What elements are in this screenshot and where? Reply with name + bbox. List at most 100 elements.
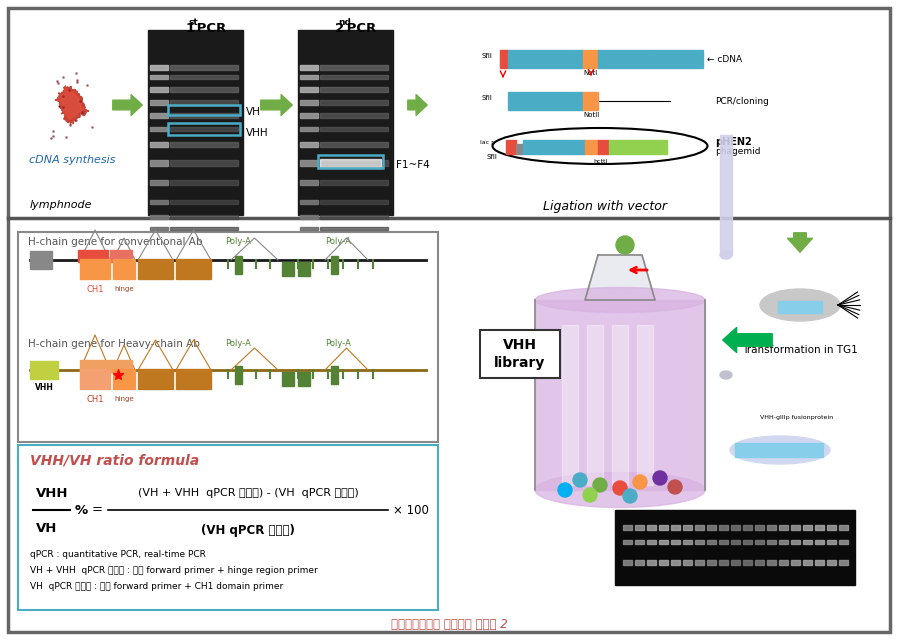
Text: VHH: VHH [503, 338, 537, 352]
Bar [791, 560, 800, 565]
Bar [282, 262, 294, 276]
Bar [731, 560, 740, 565]
Bar [671, 540, 680, 544]
Bar [176, 369, 211, 389]
Bar [168, 123, 240, 135]
Text: Transformation in TG1: Transformation in TG1 [742, 345, 858, 355]
Bar [18, 232, 438, 442]
Bar [609, 140, 667, 154]
Text: CH3: CH3 [184, 285, 202, 294]
Ellipse shape [535, 288, 705, 313]
Text: attract: attract [113, 369, 129, 374]
Text: PCR: PCR [341, 22, 375, 35]
Circle shape [653, 471, 667, 485]
Bar [506, 140, 516, 154]
Bar [623, 540, 632, 544]
Bar [110, 360, 132, 372]
Text: h: h [587, 97, 593, 106]
Text: VHH: VHH [533, 96, 557, 106]
Bar [695, 525, 704, 530]
Bar [300, 100, 318, 105]
Bar [791, 525, 800, 530]
Text: pHEN2: pHEN2 [715, 137, 752, 147]
Text: NotI: NotI [584, 70, 598, 76]
Bar [803, 560, 812, 565]
Bar [659, 525, 668, 530]
Bar [803, 525, 812, 530]
Text: sommo: sommo [80, 259, 98, 264]
Text: SfII: SfII [482, 95, 493, 101]
Circle shape [558, 483, 572, 497]
Bar [791, 540, 800, 544]
Bar [318, 155, 383, 168]
Bar [170, 127, 238, 131]
Bar [320, 142, 388, 147]
Bar [480, 330, 560, 378]
Text: lymphnode: lymphnode [30, 200, 92, 210]
Text: CH1: CH1 [86, 285, 104, 294]
Circle shape [593, 478, 607, 492]
Ellipse shape [730, 436, 830, 464]
Bar [320, 65, 388, 70]
Text: CH3: CH3 [668, 54, 688, 64]
Bar [731, 525, 740, 530]
Bar [300, 200, 318, 204]
Text: PCR: PCR [191, 22, 225, 35]
Text: st: st [189, 18, 198, 27]
Bar [170, 200, 238, 204]
Text: gIIIp M13: gIIIp M13 [621, 140, 656, 149]
Bar [331, 366, 338, 384]
Bar [80, 360, 110, 372]
Bar [298, 262, 310, 276]
Bar [516, 144, 523, 154]
Circle shape [573, 473, 587, 487]
Bar [150, 87, 168, 92]
Text: %: % [75, 503, 88, 517]
Bar [755, 560, 764, 565]
Text: Poly-A: Poly-A [325, 339, 351, 348]
Bar [320, 200, 388, 204]
Bar [320, 227, 388, 230]
Text: hcttl: hcttl [593, 159, 607, 164]
Bar [148, 30, 243, 215]
Bar [755, 540, 764, 544]
Bar [719, 540, 728, 544]
Bar [767, 560, 776, 565]
Bar [320, 113, 388, 118]
Bar [707, 560, 716, 565]
Bar [671, 560, 680, 565]
Text: VH: VH [34, 274, 48, 283]
Bar [170, 75, 238, 79]
Text: VHH-gIIIp fusionprotein: VHH-gIIIp fusionprotein [760, 415, 833, 420]
Bar [320, 75, 388, 79]
Text: H-chain gene for Heavy-chain Ab: H-chain gene for Heavy-chain Ab [28, 339, 200, 349]
Bar [598, 50, 653, 68]
Bar [110, 250, 132, 262]
Bar [839, 540, 848, 544]
Bar [707, 525, 716, 530]
Text: NotII: NotII [583, 112, 599, 118]
Text: hinge: hinge [114, 286, 134, 292]
Text: Poly-A: Poly-A [325, 237, 351, 246]
Bar [320, 87, 388, 92]
Bar [150, 180, 168, 185]
Bar [815, 540, 824, 544]
Bar [170, 180, 238, 185]
Text: (VH qPCR 정량값): (VH qPCR 정량값) [201, 524, 295, 537]
Circle shape [633, 475, 647, 489]
Ellipse shape [535, 472, 705, 508]
Bar [500, 50, 508, 68]
Bar [615, 510, 855, 585]
Text: VHH: VHH [533, 54, 557, 64]
Text: sommo: sommo [82, 369, 101, 374]
Bar [827, 540, 836, 544]
Bar [803, 540, 812, 544]
Bar [659, 540, 668, 544]
Ellipse shape [492, 128, 708, 164]
Bar [80, 369, 110, 389]
Bar [695, 540, 704, 544]
Polygon shape [55, 86, 89, 125]
Bar [755, 525, 764, 530]
Bar [623, 560, 632, 565]
Text: VH: VH [36, 522, 57, 535]
